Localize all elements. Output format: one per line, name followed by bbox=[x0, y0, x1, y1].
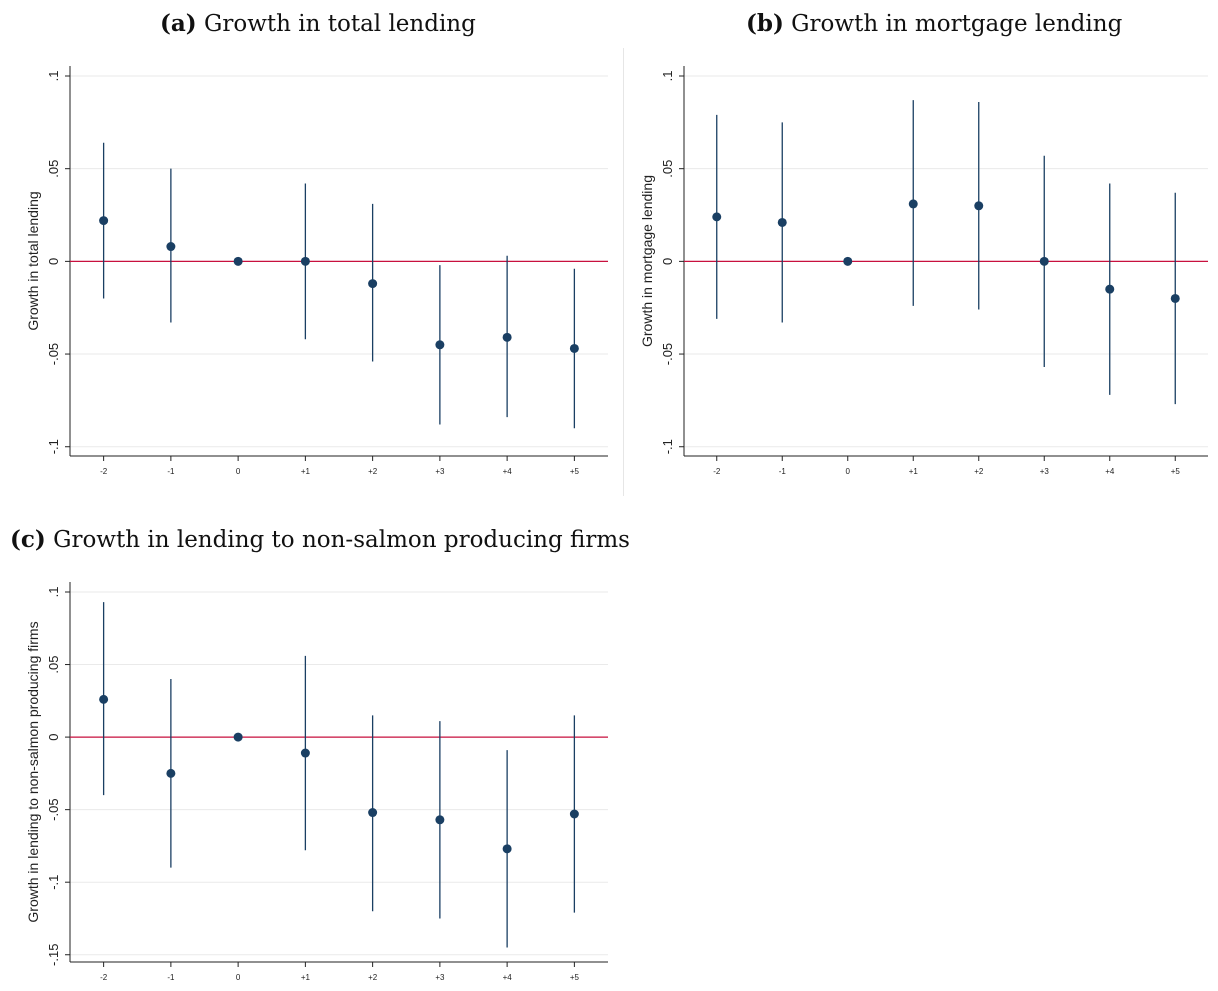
y-tick-label: .1 bbox=[660, 71, 675, 82]
x-tick-label: +3 bbox=[435, 467, 445, 476]
point-estimate bbox=[368, 808, 378, 818]
y-tick-label: 0 bbox=[46, 733, 61, 740]
x-tick-label: +1 bbox=[301, 973, 311, 982]
point-estimate bbox=[99, 694, 109, 704]
x-tick-label: +3 bbox=[435, 973, 445, 982]
point-estimate bbox=[1105, 284, 1115, 294]
panel-c-label: (c) bbox=[10, 526, 46, 553]
x-tick-label: 0 bbox=[236, 973, 241, 982]
point-estimate bbox=[233, 732, 243, 742]
panel-b-title-text: Growth in mortgage lending bbox=[791, 11, 1123, 37]
point-estimate bbox=[777, 217, 787, 227]
x-tick-label: +2 bbox=[368, 467, 378, 476]
panel-a-title: (a) Growth in total lending bbox=[160, 10, 476, 37]
chart-non-salmon-lending: .1 .05 0 -.05 -.1 -.15 Growth in lending to no… bbox=[25, 582, 608, 982]
y-axis-title: Growth in total lending bbox=[25, 191, 41, 330]
x-tick-label: 0 bbox=[236, 467, 241, 476]
x-tick-label: +4 bbox=[503, 467, 513, 476]
x-tick-label: +5 bbox=[1171, 467, 1181, 476]
point-estimate bbox=[974, 201, 984, 211]
x-tick-label: -2 bbox=[100, 467, 108, 476]
point-estimate bbox=[435, 340, 445, 350]
x-tick-label: +1 bbox=[909, 467, 919, 476]
y-tick-label: .05 bbox=[660, 160, 675, 178]
x-tick-label: +5 bbox=[570, 973, 580, 982]
panel-c-title-text: Growth in lending to non-salmon producin… bbox=[53, 527, 630, 553]
y-tick-label: .1 bbox=[46, 71, 61, 82]
y-tick-label: -.1 bbox=[46, 875, 61, 890]
x-tick-label: 0 bbox=[846, 467, 851, 476]
x-tick-label: +3 bbox=[1040, 467, 1050, 476]
y-tick-label: -.1 bbox=[660, 439, 675, 454]
x-tick-label: +2 bbox=[368, 973, 378, 982]
chart-mortgage-lending: .1 .05 0 -.05 -.1 Growth in mortgage lending -… bbox=[639, 66, 1208, 476]
x-tick-label: -2 bbox=[100, 973, 108, 982]
point-estimate bbox=[712, 212, 722, 222]
panel-b: (b) Growth in mortgage lending .1 .05 0 -.0… bbox=[614, 0, 1218, 490]
y-tick-label: .05 bbox=[46, 656, 61, 674]
y-axis-title: Growth in mortgage lending bbox=[639, 175, 655, 347]
y-tick-label: -.15 bbox=[46, 944, 61, 966]
point-estimate bbox=[166, 768, 176, 778]
y-tick-label: -.05 bbox=[46, 343, 61, 365]
panel-a: (a) Growth in total lending .1 .05 0 -.05 -.… bbox=[0, 0, 620, 490]
x-tick-label: -1 bbox=[167, 973, 175, 982]
y-tick-label: -.05 bbox=[660, 343, 675, 365]
point-estimate bbox=[300, 748, 310, 758]
point-estimate bbox=[99, 216, 109, 226]
y-tick-label: 0 bbox=[46, 258, 61, 265]
panel-b-label: (b) bbox=[746, 10, 784, 37]
x-tick-label: +4 bbox=[503, 973, 513, 982]
y-tick-label: -.1 bbox=[46, 439, 61, 454]
point-estimate bbox=[502, 844, 512, 854]
point-estimate bbox=[368, 279, 378, 289]
y-tick-label: .1 bbox=[46, 587, 61, 598]
point-estimate bbox=[233, 256, 243, 266]
y-tick-label: 0 bbox=[660, 258, 675, 265]
panel-c-title: (c) Growth in lending to non-salmon prod… bbox=[10, 526, 630, 553]
panel-a-title-text: Growth in total lending bbox=[203, 11, 476, 37]
panel-a-label: (a) bbox=[160, 10, 197, 37]
y-tick-label: .05 bbox=[46, 160, 61, 178]
x-tick-label: -1 bbox=[167, 467, 175, 476]
point-estimate bbox=[843, 256, 853, 266]
point-estimate bbox=[166, 242, 176, 252]
panel-b-title: (b) Growth in mortgage lending bbox=[746, 10, 1122, 37]
y-tick-label: -.05 bbox=[46, 798, 61, 820]
x-tick-label: +5 bbox=[570, 467, 580, 476]
y-axis-title: Growth in lending to non-salmon producin… bbox=[25, 621, 41, 922]
point-estimate bbox=[569, 809, 579, 819]
point-estimate bbox=[435, 815, 445, 825]
point-estimate bbox=[1170, 293, 1180, 303]
x-tick-label: +2 bbox=[974, 467, 984, 476]
x-tick-label: -2 bbox=[713, 467, 721, 476]
point-estimate bbox=[502, 332, 512, 342]
x-tick-label: +4 bbox=[1105, 467, 1115, 476]
x-tick-label: +1 bbox=[301, 467, 311, 476]
point-estimate bbox=[569, 343, 579, 353]
point-estimate bbox=[300, 256, 310, 266]
point-estimate bbox=[1039, 256, 1049, 266]
x-tick-label: -1 bbox=[779, 467, 787, 476]
panel-c: (c) Growth in lending to non-salmon prod… bbox=[0, 520, 630, 991]
point-estimate bbox=[908, 199, 918, 209]
chart-total-lending: .1 .05 0 -.05 -.1 Growth in total lending -2 -1… bbox=[25, 66, 608, 476]
panel-divider bbox=[623, 48, 624, 496]
